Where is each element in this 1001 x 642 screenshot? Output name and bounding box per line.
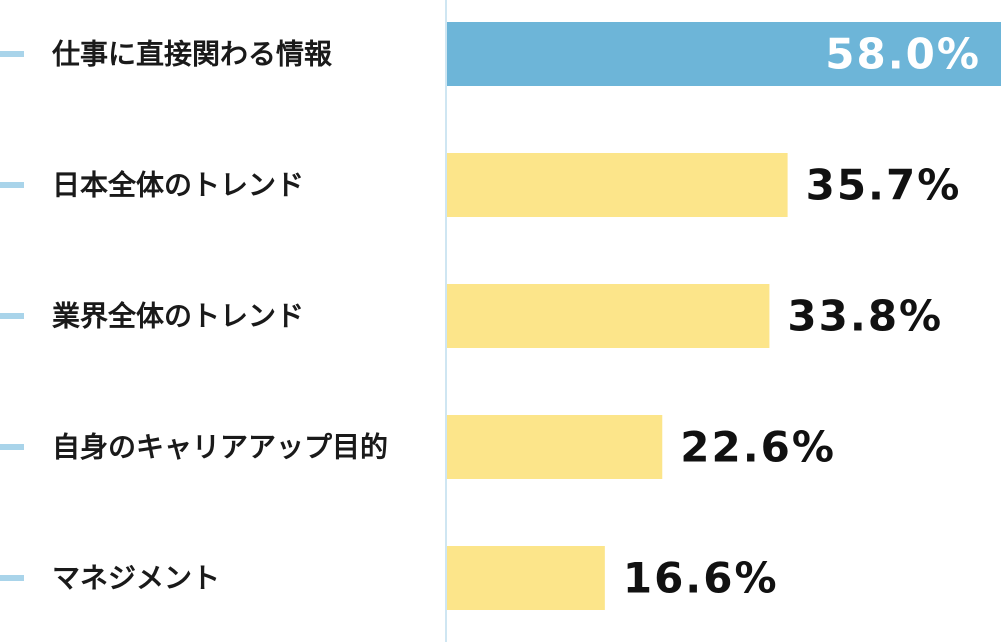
bar — [447, 546, 605, 610]
bar — [447, 153, 788, 217]
bar-row: 日本全体のトレンド 35.7% — [0, 153, 962, 217]
bar — [447, 284, 770, 348]
bar-row: 仕事に直接関わる情報 58.0% — [0, 22, 1001, 86]
bar-row: 自身のキャリアアップ目的 22.6% — [0, 415, 836, 479]
bar-row: 業界全体のトレンド 33.8% — [0, 284, 943, 348]
row-tick-mark — [0, 182, 24, 188]
bar — [447, 22, 1001, 86]
category-label: 日本全体のトレンド — [52, 169, 304, 202]
value-label: 33.8% — [787, 292, 943, 341]
row-tick-mark — [0, 444, 24, 450]
value-label: 58.0% — [825, 30, 981, 79]
row-tick-mark — [0, 575, 24, 581]
value-label: 16.6% — [623, 554, 779, 603]
bar — [447, 415, 663, 479]
category-label: 仕事に直接関わる情報 — [51, 38, 333, 71]
category-label: 自身のキャリアアップ目的 — [52, 431, 388, 464]
row-tick-mark — [0, 51, 24, 57]
bar-row: マネジメント 16.6% — [0, 546, 779, 610]
value-label: 22.6% — [680, 423, 836, 472]
row-tick-mark — [0, 313, 24, 319]
category-label: 業界全体のトレンド — [52, 300, 304, 333]
chart-rows: 仕事に直接関わる情報 58.0% 日本全体のトレンド 35.7% 業界全体のトレンド 33… — [0, 22, 1001, 610]
category-label: マネジメント — [52, 562, 220, 595]
value-label: 35.7% — [806, 161, 962, 210]
